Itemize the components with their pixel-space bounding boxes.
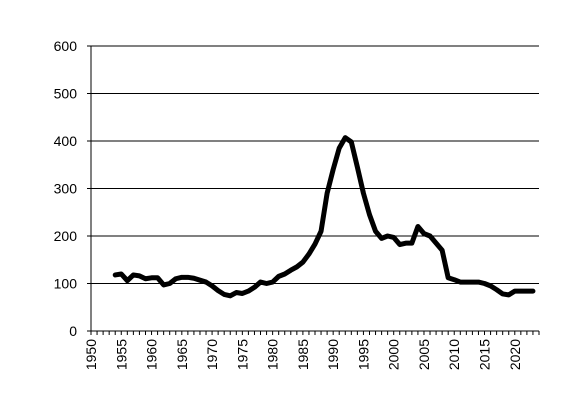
x-tick-label: 1980 [265, 339, 281, 370]
x-tick-label: 1950 [83, 339, 99, 370]
x-tick-label: 2005 [416, 339, 432, 370]
x-tick-label: 1985 [295, 339, 311, 370]
series-line [112, 135, 536, 299]
y-tick-label: 200 [54, 228, 78, 244]
x-tick-label: 2015 [477, 339, 493, 370]
axes [87, 45, 540, 335]
x-tick-label: 1995 [355, 339, 371, 370]
y-tick-label: 500 [54, 86, 78, 102]
x-tick-label: 1975 [234, 339, 250, 370]
tick-labels: 0 100 200 300 400 500 600 1950 1955 1960 1965 1970 1… [54, 38, 523, 370]
x-tick-label: 1965 [174, 339, 190, 370]
x-tick-label: 2010 [446, 339, 462, 370]
x-tick-label: 1955 [113, 339, 129, 370]
x-tick-label: 1990 [325, 339, 341, 370]
y-tick-label: 0 [69, 323, 77, 339]
x-tick-label: 2020 [507, 339, 523, 370]
series [112, 135, 536, 299]
x-tick-label: 1970 [204, 339, 220, 370]
y-tick-label: 400 [54, 133, 78, 149]
y-tick-label: 100 [54, 276, 78, 292]
y-tick-label: 300 [54, 181, 78, 197]
y-tick-label: 600 [54, 38, 78, 54]
x-tick-label: 2000 [386, 339, 402, 370]
x-tick-label: 1960 [144, 339, 160, 370]
